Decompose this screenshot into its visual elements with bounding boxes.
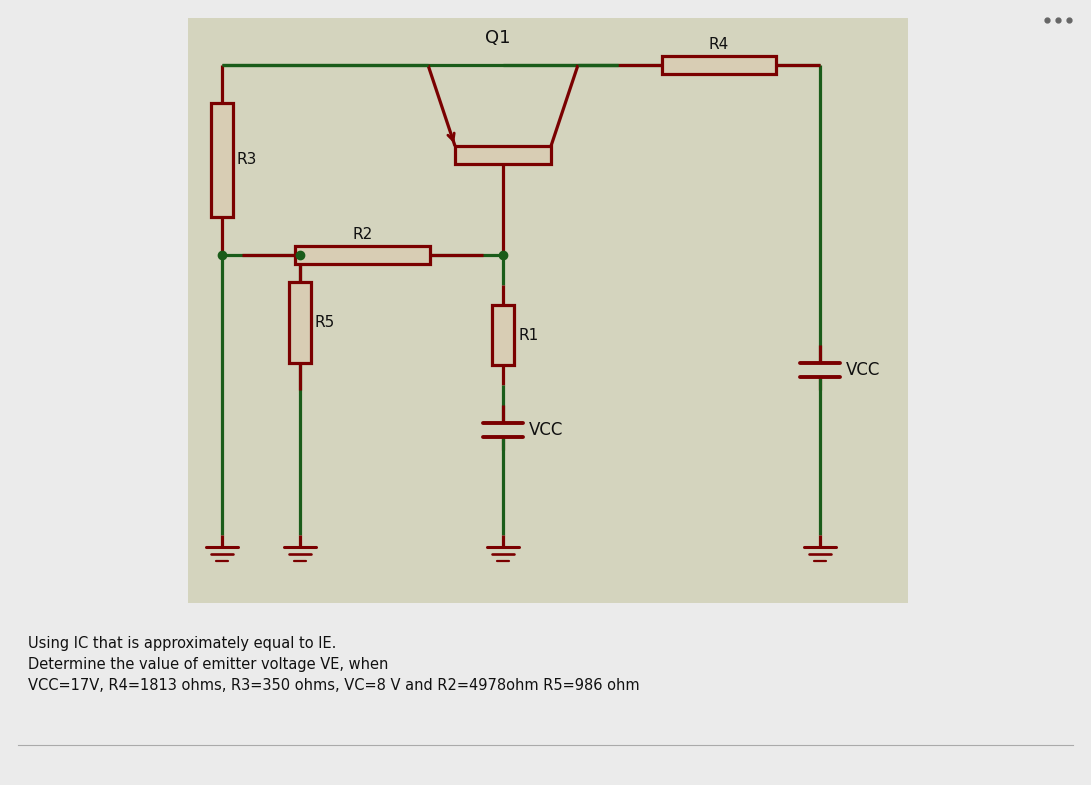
Text: R1: R1 (518, 327, 538, 342)
Text: R4: R4 (709, 37, 729, 52)
Text: R5: R5 (315, 315, 335, 330)
Bar (188, 18, 908, 603)
Text: R3: R3 (237, 152, 257, 167)
Text: Determine the value of emitter voltage VE, when: Determine the value of emitter voltage V… (28, 657, 388, 672)
Text: VCC: VCC (846, 361, 880, 379)
Bar (211, 103, 233, 217)
Bar (492, 305, 514, 365)
Text: VCC=17V, R4=1813 ohms, R3=350 ohms, VC=8 V and R2=4978ohm R5=986 ohm: VCC=17V, R4=1813 ohms, R3=350 ohms, VC=8… (28, 678, 639, 693)
Text: Using IC that is approximately equal to IE.: Using IC that is approximately equal to … (28, 636, 336, 651)
Bar (455, 146, 551, 164)
Text: Q1: Q1 (485, 29, 511, 47)
Bar (662, 56, 776, 74)
Text: VCC: VCC (529, 421, 563, 439)
Bar (289, 282, 311, 363)
Bar (295, 246, 430, 264)
Text: R2: R2 (352, 227, 373, 242)
